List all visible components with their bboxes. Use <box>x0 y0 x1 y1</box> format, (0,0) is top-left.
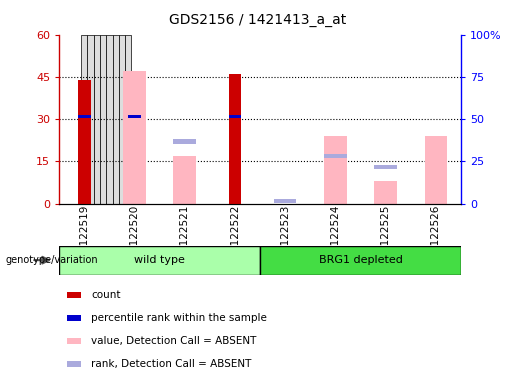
Bar <box>229 74 241 204</box>
Bar <box>123 71 146 204</box>
Bar <box>324 154 347 158</box>
Bar <box>229 114 241 118</box>
FancyBboxPatch shape <box>100 35 106 204</box>
Bar <box>174 139 196 144</box>
Text: count: count <box>91 290 121 300</box>
FancyBboxPatch shape <box>59 246 260 275</box>
Text: value, Detection Call = ABSENT: value, Detection Call = ABSENT <box>91 336 257 346</box>
Bar <box>324 136 347 204</box>
FancyBboxPatch shape <box>106 35 113 204</box>
FancyBboxPatch shape <box>81 35 88 204</box>
Text: BRG1 depleted: BRG1 depleted <box>319 255 402 265</box>
Bar <box>67 361 81 367</box>
FancyBboxPatch shape <box>260 246 461 275</box>
Text: GDS2156 / 1421413_a_at: GDS2156 / 1421413_a_at <box>169 13 346 27</box>
Text: wild type: wild type <box>134 255 185 265</box>
Bar <box>67 292 81 298</box>
FancyBboxPatch shape <box>125 35 131 204</box>
Bar <box>374 181 397 204</box>
Text: genotype/variation: genotype/variation <box>5 255 98 265</box>
Bar <box>67 315 81 321</box>
Text: percentile rank within the sample: percentile rank within the sample <box>91 313 267 323</box>
Bar <box>78 114 91 118</box>
FancyBboxPatch shape <box>88 35 94 204</box>
Bar <box>128 114 141 118</box>
Bar <box>67 338 81 344</box>
Text: rank, Detection Call = ABSENT: rank, Detection Call = ABSENT <box>91 359 252 369</box>
Bar <box>374 165 397 169</box>
FancyBboxPatch shape <box>113 35 119 204</box>
Bar <box>274 199 297 203</box>
Bar <box>78 79 91 204</box>
Bar <box>174 156 196 204</box>
FancyBboxPatch shape <box>94 35 100 204</box>
FancyBboxPatch shape <box>119 35 125 204</box>
Bar <box>424 136 447 204</box>
